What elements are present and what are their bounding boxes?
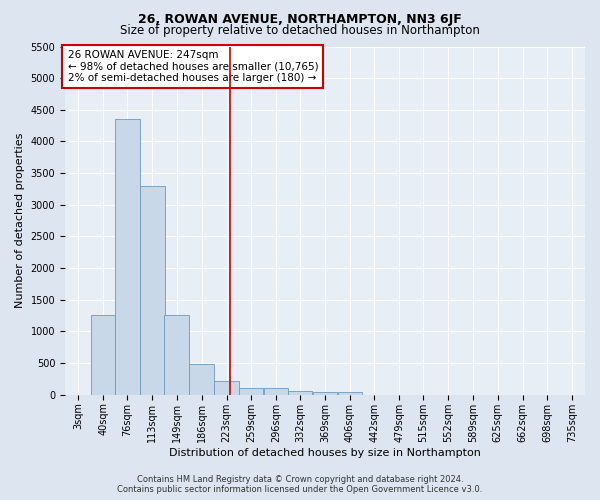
Bar bbox=[288, 391, 312, 395]
Text: 26, ROWAN AVENUE, NORTHAMPTON, NN3 6JF: 26, ROWAN AVENUE, NORTHAMPTON, NN3 6JF bbox=[138, 12, 462, 26]
Text: 26 ROWAN AVENUE: 247sqm
← 98% of detached houses are smaller (10,765)
2% of semi: 26 ROWAN AVENUE: 247sqm ← 98% of detache… bbox=[68, 50, 318, 83]
Bar bbox=[190, 364, 214, 395]
Bar bbox=[91, 316, 115, 395]
Bar bbox=[115, 120, 140, 395]
Bar bbox=[164, 316, 189, 395]
Bar bbox=[140, 186, 164, 395]
Text: Contains HM Land Registry data © Crown copyright and database right 2024.
Contai: Contains HM Land Registry data © Crown c… bbox=[118, 474, 482, 494]
Bar bbox=[214, 381, 239, 395]
X-axis label: Distribution of detached houses by size in Northampton: Distribution of detached houses by size … bbox=[169, 448, 481, 458]
Bar bbox=[313, 392, 337, 395]
Bar bbox=[338, 392, 362, 395]
Text: Size of property relative to detached houses in Northampton: Size of property relative to detached ho… bbox=[120, 24, 480, 37]
Bar bbox=[239, 388, 263, 395]
Y-axis label: Number of detached properties: Number of detached properties bbox=[15, 133, 25, 308]
Bar bbox=[263, 388, 288, 395]
